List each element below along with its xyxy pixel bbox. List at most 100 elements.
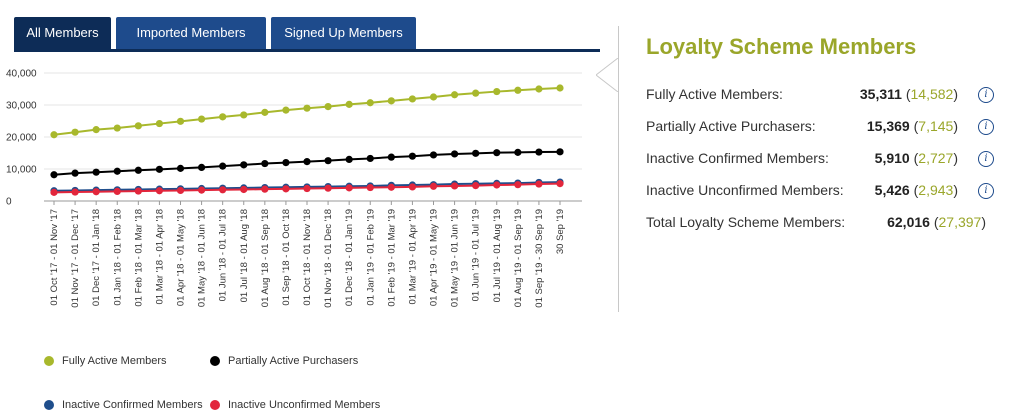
data-point — [429, 151, 438, 159]
stat-value-main: 5,426 — [874, 182, 910, 198]
stat-label: Inactive Confirmed Members: — [646, 150, 829, 166]
data-point — [514, 86, 522, 94]
data-point — [472, 89, 480, 97]
x-tick-label: 01 Oct '18 - 01 Nov '18 — [302, 209, 313, 306]
stat-value-main: 35,311 — [859, 86, 902, 102]
x-tick-label: 01 Jul '19 - 01 Aug '19 — [492, 209, 503, 302]
stat-value-main: 62,016 — [887, 214, 930, 230]
legend-dot-partially-active — [210, 356, 220, 366]
legend-inactive-confirmed[interactable]: Inactive Confirmed Members — [44, 399, 203, 411]
legend-dot-inactive-unconfirmed — [210, 400, 220, 410]
y-tick-label: 20,000 — [6, 133, 37, 144]
data-point — [50, 131, 58, 139]
stat-value-sub: 27,397 — [938, 214, 982, 230]
tab-all-members[interactable]: All Members — [14, 17, 111, 49]
tab-underline — [14, 49, 600, 52]
data-point — [556, 180, 564, 188]
data-point — [450, 182, 459, 190]
data-point — [493, 181, 501, 189]
x-tick-label: 01 Jun '19 - 01 Jul '19 — [471, 209, 482, 301]
data-point — [282, 185, 290, 193]
data-point — [324, 103, 332, 111]
data-point — [408, 183, 417, 191]
data-point — [514, 148, 522, 156]
data-point — [345, 155, 353, 163]
data-point — [408, 95, 417, 103]
data-point — [261, 185, 269, 193]
data-point — [176, 117, 185, 125]
data-point — [134, 187, 142, 195]
data-point — [282, 159, 290, 167]
x-tick-label: 01 Apr '19 - 01 May '19 — [429, 209, 440, 306]
data-point — [113, 187, 121, 195]
legend-dot-fully-active — [44, 356, 54, 366]
tab-signed-up-members[interactable]: Signed Up Members — [271, 17, 416, 49]
data-point — [92, 168, 100, 176]
stat-row-total: Total Loyalty Scheme Members: 62,016 (27… — [646, 214, 996, 234]
tab-imported-members[interactable]: Imported Members — [116, 17, 266, 49]
data-point — [345, 184, 353, 192]
stat-value-main: 5,910 — [874, 150, 910, 166]
x-tick-label: 01 Aug '19 - 01 Sep '19 — [513, 209, 524, 307]
members-line-chart: 40,000 30,000 20,000 10,000 0 01 Oct '17 - 01… — [6, 69, 582, 308]
data-point — [472, 149, 480, 157]
stat-value-main: 15,369 — [866, 118, 910, 134]
x-tick-label: 01 May '18 - 01 Jun '18 — [197, 209, 208, 307]
y-tick-label: 0 — [6, 197, 12, 208]
x-tick-label: 01 Mar '19 - 01 Apr '19 — [407, 209, 418, 305]
stat-label: Total Loyalty Scheme Members: — [646, 214, 846, 230]
data-point — [535, 148, 543, 156]
x-tick-label: 01 Jul '18 - 01 Aug '18 — [239, 209, 250, 302]
data-point — [261, 108, 269, 116]
data-point — [240, 161, 248, 169]
x-tick-label: 01 Apr '18 - 01 May '18 — [176, 209, 187, 306]
data-point — [556, 84, 564, 92]
legend-label-inactive-confirmed: Inactive Confirmed Members — [62, 399, 203, 411]
data-point — [387, 183, 395, 191]
panel-divider — [618, 26, 619, 312]
data-point — [113, 167, 121, 175]
data-point — [92, 188, 100, 196]
stat-label: Partially Active Purchasers: — [646, 118, 816, 134]
legend-inactive-unconfirmed[interactable]: Inactive Unconfirmed Members — [210, 399, 380, 411]
legend-dot-inactive-confirmed — [44, 400, 54, 410]
stat-value-sub: 7,145 — [918, 118, 954, 134]
data-point — [303, 104, 311, 112]
data-point — [366, 99, 374, 107]
data-point — [387, 153, 395, 161]
data-point — [71, 128, 79, 136]
x-tick-label: 01 Feb '18 - 01 Mar '18 — [133, 209, 144, 307]
stat-value: 62,016 (27,397) — [887, 214, 986, 230]
data-point — [219, 186, 227, 194]
legend-label-fully-active: Fully Active Members — [62, 355, 167, 367]
data-point — [303, 158, 311, 166]
stat-label: Fully Active Members: — [646, 86, 783, 102]
stat-value: 15,369 (7,145) — [866, 118, 958, 134]
legend-partially-active[interactable]: Partially Active Purchasers — [210, 355, 358, 367]
legend-label-partially-active: Partially Active Purchasers — [228, 355, 359, 367]
data-point — [324, 184, 332, 192]
data-point — [493, 87, 501, 96]
x-tick-label: 01 Feb '19 - 01 Mar '19 — [386, 209, 397, 307]
x-tick-label: 01 Nov '18 - 01 Dec '18 — [323, 209, 334, 308]
info-icon[interactable]: i — [978, 119, 994, 135]
info-icon[interactable]: i — [978, 87, 994, 103]
data-point — [113, 124, 121, 132]
info-icon[interactable]: i — [978, 183, 994, 199]
data-point — [71, 188, 79, 196]
data-point — [197, 115, 206, 123]
data-point — [303, 184, 311, 193]
data-point — [429, 182, 438, 190]
x-tick-label: 01 Jan '19 - 01 Feb '19 — [365, 209, 376, 306]
data-point — [176, 164, 185, 172]
info-icon[interactable]: i — [978, 151, 994, 167]
data-point — [408, 152, 417, 160]
data-point — [556, 148, 564, 156]
stat-value: 5,910 (2,727) — [874, 150, 958, 166]
data-point — [197, 186, 206, 194]
legend-fully-active[interactable]: Fully Active Members — [44, 355, 167, 367]
panel-title: Loyalty Scheme Members — [646, 34, 917, 59]
y-tick-label: 30,000 — [6, 101, 37, 112]
data-point — [219, 113, 227, 121]
data-point — [535, 180, 543, 188]
